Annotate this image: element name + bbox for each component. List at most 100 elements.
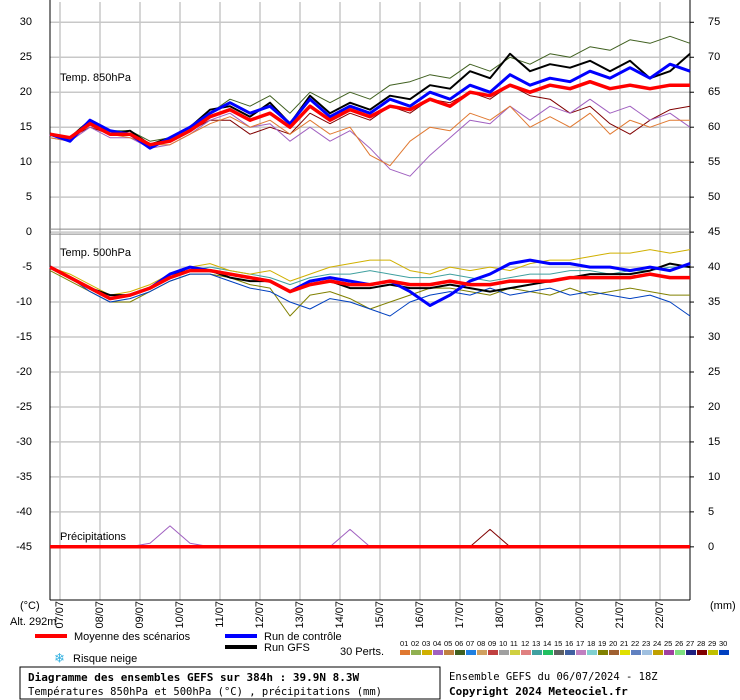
y-tick-label: -15 bbox=[16, 331, 32, 343]
y-tick-label: 0 bbox=[26, 226, 32, 238]
member-swatch bbox=[565, 650, 575, 655]
member-swatch bbox=[510, 650, 520, 655]
y-tick-label: -5 bbox=[22, 261, 32, 273]
x-tick-label: 16/07 bbox=[414, 601, 426, 629]
member-swatch bbox=[587, 650, 597, 655]
altitude: Alt. 292m bbox=[10, 616, 56, 628]
member-number: 05 bbox=[444, 639, 452, 648]
member-number: 18 bbox=[587, 639, 595, 648]
y2-tick-label: 5 bbox=[708, 506, 714, 518]
member-number: 02 bbox=[411, 639, 419, 648]
member-swatch bbox=[488, 650, 498, 655]
member-number: 11 bbox=[510, 639, 518, 648]
y-tick-label: 25 bbox=[20, 51, 32, 63]
member-swatch bbox=[609, 650, 619, 655]
y2-tick-label: 30 bbox=[708, 331, 720, 343]
x-tick-label: 09/07 bbox=[134, 601, 146, 629]
member-number: 12 bbox=[521, 639, 529, 648]
member-swatch bbox=[664, 650, 674, 655]
member-swatch bbox=[411, 650, 421, 655]
y-tick-label: 5 bbox=[26, 191, 32, 203]
y2-tick-label: 0 bbox=[708, 541, 714, 553]
y2-tick-label: 55 bbox=[708, 156, 720, 168]
y2-tick-label: 20 bbox=[708, 401, 720, 413]
series-line bbox=[49, 35, 691, 142]
member-number: 20 bbox=[609, 639, 617, 648]
copyright: Copyright 2024 Meteociel.fr bbox=[449, 685, 628, 698]
member-swatch bbox=[598, 650, 608, 655]
member-swatch bbox=[455, 650, 465, 655]
member-swatch bbox=[422, 650, 432, 655]
member-number: 06 bbox=[455, 639, 463, 648]
y2-tick-label: 70 bbox=[708, 51, 720, 63]
x-tick-label: 20/07 bbox=[574, 601, 586, 629]
panel-label: Temp. 500hPa bbox=[60, 247, 132, 259]
series-line bbox=[49, 249, 691, 296]
member-swatch bbox=[697, 650, 707, 655]
member-number: 04 bbox=[433, 639, 441, 648]
y-tick-label: -45 bbox=[16, 541, 32, 553]
y2-tick-label: 40 bbox=[708, 261, 720, 273]
y2-axis-label: (mm) bbox=[710, 600, 736, 612]
member-swatch bbox=[521, 650, 531, 655]
member-swatch bbox=[433, 650, 443, 655]
x-tick-label: 17/07 bbox=[454, 601, 466, 629]
member-swatch bbox=[653, 650, 663, 655]
member-number: 22 bbox=[631, 639, 639, 648]
y-axis-label: (°C) bbox=[20, 600, 40, 612]
member-swatch bbox=[642, 650, 652, 655]
member-number: 19 bbox=[598, 639, 606, 648]
y-tick-label: 15 bbox=[20, 121, 32, 133]
x-tick-label: 07/07 bbox=[54, 601, 66, 629]
member-number: 17 bbox=[576, 639, 584, 648]
y2-tick-label: 50 bbox=[708, 191, 720, 203]
legend-label: Run GFS bbox=[264, 642, 310, 654]
legend-label: Moyenne des scénarios bbox=[74, 631, 191, 643]
member-number: 09 bbox=[488, 639, 496, 648]
x-tick-label: 21/07 bbox=[614, 601, 626, 629]
y2-tick-label: 15 bbox=[708, 436, 720, 448]
y-tick-label: -30 bbox=[16, 436, 32, 448]
member-number: 28 bbox=[697, 639, 705, 648]
member-swatch bbox=[499, 650, 509, 655]
member-number: 10 bbox=[499, 639, 507, 648]
perturbations-label: 30 Perts. bbox=[340, 646, 384, 658]
member-number: 14 bbox=[543, 639, 551, 648]
y-tick-label: -10 bbox=[16, 296, 32, 308]
member-number: 21 bbox=[620, 639, 628, 648]
member-number: 27 bbox=[686, 639, 694, 648]
x-tick-label: 14/07 bbox=[334, 601, 346, 629]
x-tick-label: 22/07 bbox=[654, 601, 666, 629]
title: Diagramme des ensembles GEFS sur 384h : … bbox=[28, 671, 360, 684]
x-tick-label: 10/07 bbox=[174, 601, 186, 629]
y-tick-label: -20 bbox=[16, 366, 32, 378]
member-swatch bbox=[576, 650, 586, 655]
panel-label: Précipitations bbox=[60, 531, 127, 543]
y-tick-label: -40 bbox=[16, 506, 32, 518]
member-number: 25 bbox=[664, 639, 672, 648]
snow-risk-label: Risque neige bbox=[73, 653, 137, 665]
member-number: 30 bbox=[719, 639, 727, 648]
series-line bbox=[49, 98, 691, 177]
member-swatch bbox=[477, 650, 487, 655]
member-number: 23 bbox=[642, 639, 650, 648]
member-number: 29 bbox=[708, 639, 716, 648]
y-tick-label: 10 bbox=[20, 156, 32, 168]
member-swatch bbox=[554, 650, 564, 655]
member-swatch bbox=[631, 650, 641, 655]
y2-tick-label: 35 bbox=[708, 296, 720, 308]
subtitle: Températures 850hPa et 500hPa (°C) , pré… bbox=[28, 686, 382, 698]
caption-box bbox=[19, 666, 441, 700]
y2-tick-label: 45 bbox=[708, 226, 720, 238]
member-swatch bbox=[686, 650, 696, 655]
member-swatch bbox=[719, 650, 729, 655]
x-tick-label: 13/07 bbox=[294, 601, 306, 629]
x-tick-label: 12/07 bbox=[254, 601, 266, 629]
member-number: 15 bbox=[554, 639, 562, 648]
panel-label: Temp. 850hPa bbox=[60, 72, 132, 84]
y2-tick-label: 25 bbox=[708, 366, 720, 378]
series-line bbox=[49, 265, 690, 301]
x-tick-label: 15/07 bbox=[374, 601, 386, 629]
